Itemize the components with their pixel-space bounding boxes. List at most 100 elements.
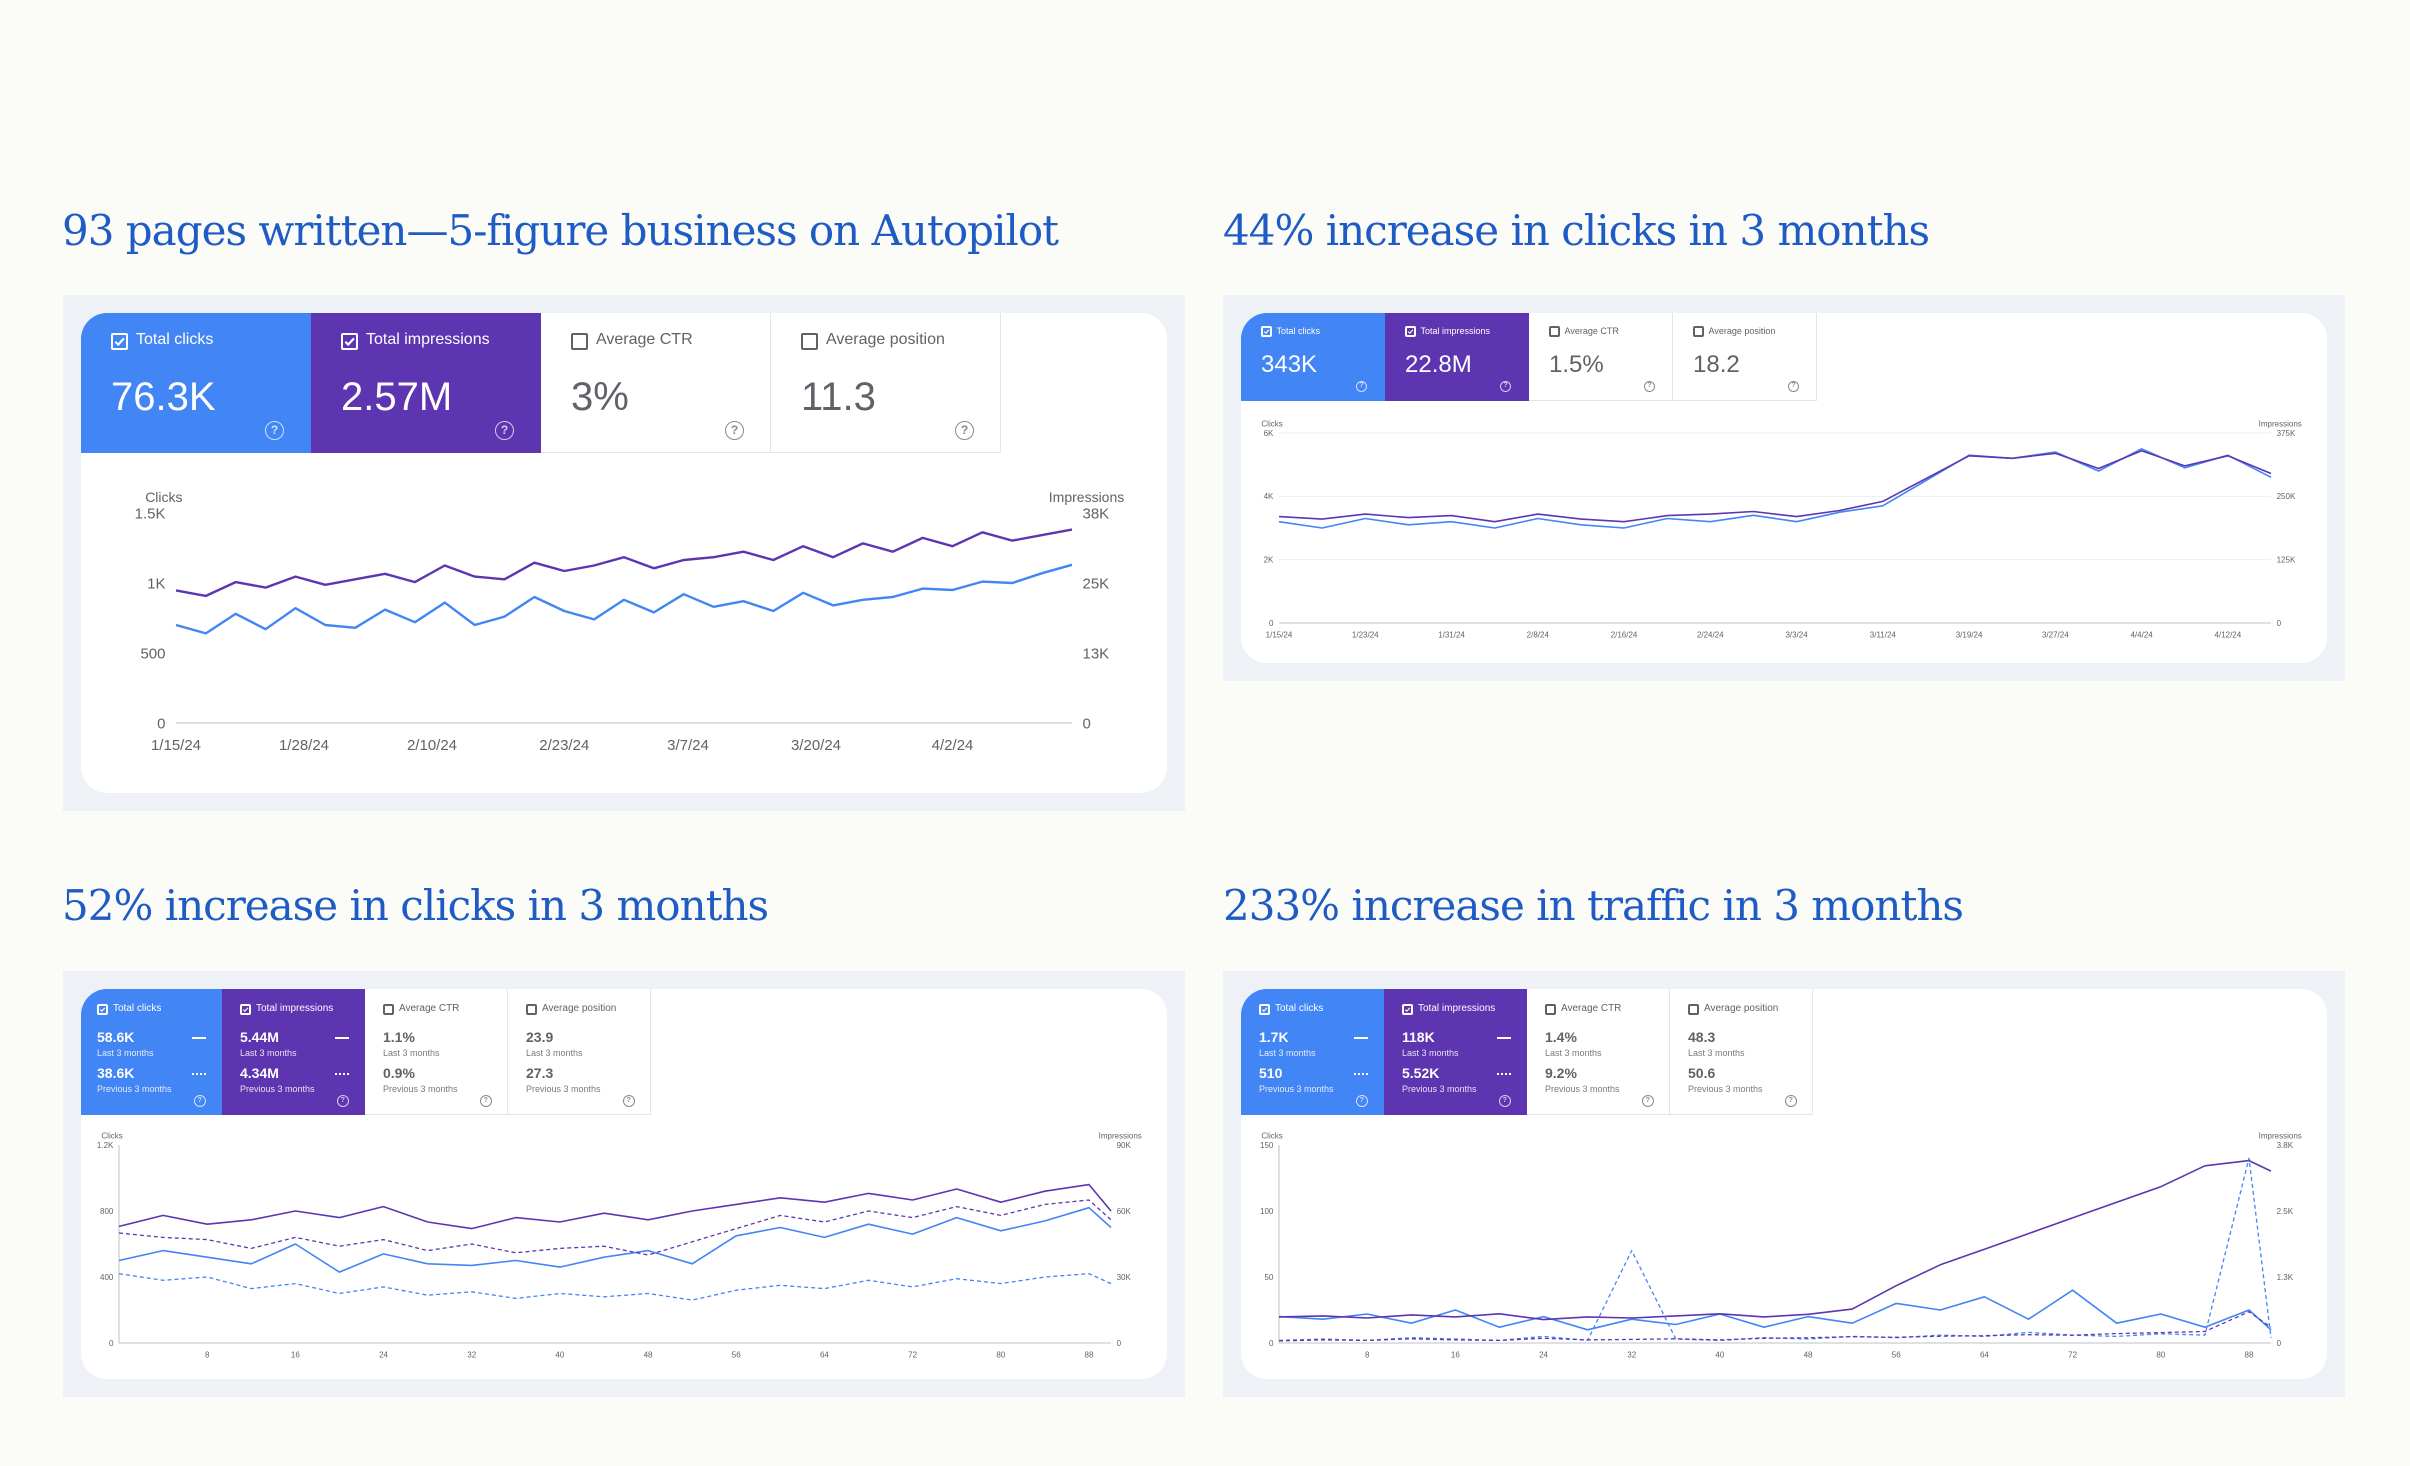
help-circle-icon[interactable]: ?	[1784, 1094, 1797, 1107]
metric-card-average-position[interactable]: Average position 11.3?	[771, 313, 1001, 453]
x-axis-tick-label: 2/24/24	[1697, 630, 1724, 639]
checkbox-checked-icon[interactable]	[1405, 325, 1416, 337]
x-axis-tick-label: 24	[379, 1350, 388, 1359]
checkbox-icon[interactable]	[1545, 1003, 1556, 1015]
help-circle-icon[interactable]: ?	[336, 1094, 349, 1107]
heading-case-3: 52% increase in clicks in 3 months	[62, 881, 769, 930]
series-line-impressions	[118, 1183, 1112, 1230]
help-circle-icon[interactable]: ?	[725, 420, 744, 440]
dashed-line-legend-icon	[1497, 1073, 1511, 1075]
series-line-clicks	[1278, 447, 2272, 529]
metric-card-total-clicks[interactable]: Total clicks 1.7K Last 3 months 510 Previous…	[1241, 989, 1384, 1115]
help-circle-icon[interactable]: ?	[1644, 381, 1655, 392]
metric-card-average-ctr[interactable]: Average CTR 1.4% Last 3 months 9.2% Previous…	[1527, 989, 1670, 1115]
metric-previous-value: 4.34M	[240, 1065, 279, 1081]
left-axis-tick-label: 800	[100, 1207, 114, 1216]
metric-cards: Total clicks 58.6K Last 3 months 38.6K Previ…	[81, 989, 651, 1115]
x-axis-tick-label: 88	[2245, 1350, 2254, 1359]
metric-card-total-clicks[interactable]: Total clicks 343K?	[1241, 313, 1385, 401]
checkbox-checked-icon[interactable]	[1259, 1003, 1270, 1015]
metric-value: 76.3K	[111, 375, 216, 419]
metric-card-total-impressions[interactable]: Total impressions 118K Last 3 months 5.52K P…	[1384, 989, 1527, 1115]
help-circle-icon[interactable]: ?	[479, 1094, 492, 1107]
metric-period-label: Last 3 months	[1259, 1048, 1316, 1058]
x-axis-tick-label: 24	[1539, 1350, 1548, 1359]
checkbox-checked-icon[interactable]	[1402, 1003, 1413, 1015]
series-line-impressions	[1278, 449, 2272, 523]
checkbox-checked-icon[interactable]	[111, 332, 128, 350]
metric-previous-value: 510	[1259, 1065, 1283, 1081]
metric-period-label: Last 3 months	[1402, 1048, 1459, 1058]
checkbox-icon[interactable]	[383, 1003, 394, 1015]
metric-card-average-position[interactable]: Average position 23.9 Last 3 months 27.3 Pre…	[508, 989, 651, 1115]
checkbox-icon[interactable]	[1549, 325, 1560, 337]
metric-value: 22.8M	[1405, 351, 1472, 378]
checkbox-checked-icon[interactable]	[97, 1003, 108, 1015]
metric-label: Average position	[542, 1003, 617, 1014]
x-axis-tick-label: 1/23/24	[1352, 630, 1379, 639]
checkbox-icon[interactable]	[571, 332, 588, 350]
help-circle-icon[interactable]: ?	[955, 420, 974, 440]
x-axis-tick-label: 2/16/24	[1611, 630, 1638, 639]
checkbox-checked-icon[interactable]	[341, 332, 358, 350]
x-axis-tick-label: 56	[1892, 1350, 1901, 1359]
x-axis-tick-label: 72	[908, 1350, 917, 1359]
metric-value: 2.57M	[341, 375, 453, 419]
dashed-line-legend-icon	[335, 1073, 349, 1075]
help-circle-icon[interactable]: ?	[1500, 381, 1511, 392]
metric-value: 3%	[571, 375, 629, 419]
metric-card-total-impressions[interactable]: Total impressions 2.57M?	[311, 313, 541, 453]
left-axis-tick-label: 0	[1269, 1339, 1274, 1348]
help-circle-icon[interactable]: ?	[622, 1094, 635, 1107]
checkbox-icon[interactable]	[1693, 325, 1704, 337]
x-axis-tick-label: 3/20/24	[791, 737, 841, 754]
metric-period-label: Previous 3 months	[97, 1084, 172, 1094]
metric-label: Average CTR	[399, 1003, 460, 1014]
help-circle-icon[interactable]: ?	[1641, 1094, 1654, 1107]
solid-line-legend-icon	[192, 1037, 206, 1039]
metric-card-total-clicks[interactable]: Total clicks 76.3K?	[81, 313, 311, 453]
series-line-clicks-previous-3-months	[1278, 1157, 2272, 1342]
right-axis-tick-label: 60K	[1117, 1207, 1132, 1216]
checkbox-icon[interactable]	[526, 1003, 537, 1015]
metric-card-average-ctr[interactable]: Average CTR 3%?	[541, 313, 771, 453]
right-axis-tick-label: 250K	[2277, 492, 2296, 501]
metric-card-total-clicks[interactable]: Total clicks 58.6K Last 3 months 38.6K Previ…	[81, 989, 222, 1115]
metric-card-average-ctr[interactable]: Average CTR 1.1% Last 3 months 0.9% Previous…	[365, 989, 508, 1115]
help-circle-icon[interactable]: ?	[495, 420, 514, 440]
metric-card-average-position[interactable]: Average position 48.3 Last 3 months 50.6 Pre…	[1670, 989, 1813, 1115]
help-circle-icon[interactable]: ?	[193, 1094, 206, 1107]
metric-period-label: Previous 3 months	[1402, 1084, 1477, 1094]
metric-previous-value: 9.2%	[1545, 1065, 1577, 1081]
checkbox-icon[interactable]	[1688, 1003, 1699, 1015]
metric-card-average-ctr[interactable]: Average CTR 1.5%?	[1529, 313, 1673, 401]
x-axis-tick-label: 32	[467, 1350, 476, 1359]
left-axis-tick-label: 4K	[1264, 492, 1274, 501]
metric-card-total-impressions[interactable]: Total impressions 5.44M Last 3 months 4.34M…	[222, 989, 365, 1115]
metric-label: Total clicks	[1275, 1003, 1324, 1014]
checkbox-icon[interactable]	[801, 332, 818, 350]
left-axis-tick-label: 2K	[1264, 555, 1274, 564]
metric-period-label: Previous 3 months	[383, 1084, 458, 1094]
metric-value: 58.6K	[97, 1029, 135, 1045]
checkbox-checked-icon[interactable]	[240, 1003, 251, 1015]
metric-card-total-impressions[interactable]: Total impressions 22.8M?	[1385, 313, 1529, 401]
help-circle-icon[interactable]: ?	[1356, 381, 1367, 392]
heading-case-1: 93 pages written—5-figure business on Au…	[62, 206, 1059, 255]
metric-value: 48.3	[1688, 1029, 1716, 1045]
metric-card-average-position[interactable]: Average position 18.2?	[1673, 313, 1817, 401]
metric-previous-value: 0.9%	[383, 1065, 415, 1081]
help-circle-icon[interactable]: ?	[1788, 381, 1799, 392]
help-circle-icon[interactable]: ?	[1498, 1094, 1511, 1107]
performance-line-chart: Clicks Impressions 0 400 800 1.2K 0 30K 60K 90K 8 1…	[97, 1132, 1142, 1360]
checkbox-checked-icon[interactable]	[1261, 325, 1272, 337]
metric-period-label: Previous 3 months	[1545, 1084, 1620, 1094]
help-circle-icon[interactable]: ?	[1355, 1094, 1368, 1107]
x-axis-tick-label: 4/2/24	[932, 737, 974, 754]
x-axis-tick-label: 64	[1980, 1350, 1989, 1359]
series-line-impressions	[1278, 1159, 2272, 1321]
right-axis-tick-label: 0	[2277, 1339, 2282, 1348]
metric-previous-value: 5.52K	[1402, 1065, 1440, 1081]
help-circle-icon[interactable]: ?	[265, 420, 284, 440]
metric-period-label: Last 3 months	[526, 1048, 583, 1058]
